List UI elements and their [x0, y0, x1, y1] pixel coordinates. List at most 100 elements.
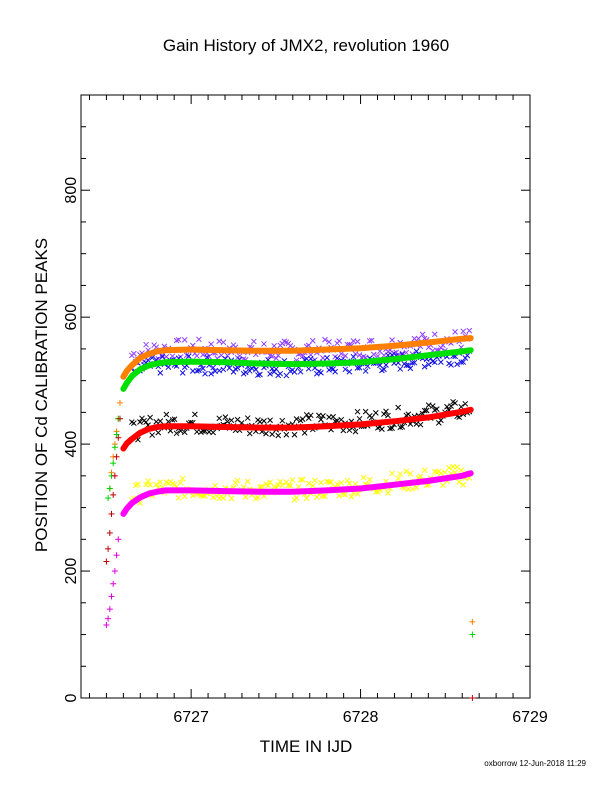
- scatter-point-4: [200, 351, 206, 358]
- scatter-point-7: [210, 494, 217, 501]
- scatter-point-6: [356, 415, 363, 422]
- scatter-point-6: [169, 416, 176, 423]
- scatter-point-5: [407, 365, 414, 372]
- plus-point-10: [103, 558, 110, 565]
- scatter-point-7: [360, 474, 367, 481]
- scatter-point-6: [305, 415, 312, 421]
- scatter-point-5: [267, 371, 273, 377]
- scatter-point-7: [297, 476, 304, 483]
- scatter-point-5: [255, 372, 261, 378]
- plus-point-11: [105, 615, 112, 622]
- scatter-point-7: [145, 478, 151, 484]
- scatter-point-7: [255, 494, 261, 501]
- scatter-point-4: [181, 337, 188, 343]
- scatter-point-6: [372, 410, 379, 416]
- scatter-point-4: [194, 352, 200, 359]
- scatter-point-6: [405, 411, 412, 418]
- scatter-point-6: [137, 419, 143, 425]
- scatter-point-5: [159, 354, 166, 360]
- scatter-point-7: [181, 493, 188, 500]
- plus-point-10: [469, 695, 476, 701]
- scatter-point-6: [346, 427, 353, 434]
- scatter-point-5: [200, 365, 206, 372]
- scatter-point-4: [389, 337, 395, 343]
- scatter-point-7: [242, 494, 249, 500]
- scatter-point-5: [165, 364, 172, 370]
- scatter-point-5: [448, 362, 454, 368]
- scatter-point-5: [342, 366, 349, 373]
- scatter-point-4: [196, 336, 202, 343]
- scatter-point-5: [438, 359, 444, 366]
- scatter-point-6: [181, 429, 188, 436]
- scatter-point-4: [419, 331, 426, 338]
- scatter-point-7: [336, 492, 343, 499]
- scatter-point-7: [279, 482, 286, 489]
- scatter-point-6: [299, 416, 306, 422]
- fit-line-2: [120, 406, 474, 452]
- scatter-point-6: [397, 424, 404, 431]
- scatter-point-6: [352, 428, 359, 435]
- scatter-point-7: [460, 482, 467, 488]
- scatter-point-7: [338, 479, 345, 486]
- scatter-point-6: [429, 403, 436, 409]
- plot-frame: [80, 94, 531, 699]
- scatter-point-5: [330, 366, 336, 372]
- scatter-point-5: [216, 367, 223, 374]
- scatter-point-4: [460, 328, 467, 335]
- scatter-point-7: [421, 467, 428, 474]
- scatter-point-4: [336, 338, 343, 344]
- scatter-point-5: [381, 366, 387, 373]
- plus-point-10: [113, 453, 120, 460]
- scatter-point-6: [379, 426, 385, 433]
- plus-point-10: [108, 510, 115, 517]
- x-tick-label: 6728: [343, 709, 379, 726]
- scatter-point-4: [342, 352, 349, 359]
- scatter-point-7: [305, 480, 312, 487]
- scatter-point-6: [177, 428, 184, 434]
- scatter-point-6: [383, 408, 389, 415]
- scatter-point-6: [340, 427, 347, 434]
- scatter-point-5: [297, 368, 304, 375]
- scatter-point-7: [147, 482, 153, 488]
- scatter-point-5: [145, 357, 151, 363]
- scatter-point-6: [263, 430, 269, 437]
- scatter-point-6: [173, 430, 180, 437]
- scatter-point-4: [366, 338, 373, 344]
- scatter-point-7: [342, 491, 349, 498]
- scatter-point-7: [366, 476, 373, 483]
- scatter-point-5: [332, 368, 339, 375]
- scatter-point-6: [147, 414, 153, 421]
- scatter-point-7: [320, 493, 326, 499]
- scatter-point-6: [320, 413, 326, 419]
- scatter-point-6: [261, 418, 267, 424]
- scatter-point-5: [253, 366, 259, 373]
- scatter-point-7: [417, 473, 424, 480]
- plus-point-10: [110, 491, 117, 498]
- scatter-point-7: [135, 481, 141, 488]
- scatter-point-6: [192, 411, 198, 418]
- scatter-point-4: [131, 350, 137, 357]
- scatter-point-7: [277, 478, 284, 485]
- scatter-point-5: [356, 364, 363, 371]
- scatter-point-5: [403, 362, 410, 369]
- scatter-point-7: [212, 482, 219, 489]
- scatter-point-6: [458, 403, 465, 410]
- scatter-point-6: [423, 407, 430, 414]
- scatter-point-5: [328, 365, 334, 372]
- scatter-point-6: [301, 430, 308, 436]
- scatter-point-5: [431, 359, 438, 366]
- scatter-point-4: [261, 341, 267, 347]
- scatter-point-7: [438, 470, 444, 477]
- scatter-point-7: [220, 495, 227, 501]
- scatter-point-6: [163, 411, 170, 418]
- scatter-point-6: [334, 417, 341, 424]
- scatter-point-7: [318, 479, 324, 486]
- scatter-point-5: [220, 366, 227, 373]
- y-tick-label: 0: [63, 693, 80, 702]
- scatter-point-4: [220, 339, 227, 346]
- scatter-point-5: [202, 370, 208, 377]
- scatter-point-6: [452, 400, 458, 406]
- scatter-point-5: [362, 368, 369, 374]
- scatter-point-7: [265, 482, 271, 489]
- scatter-point-6: [143, 419, 149, 425]
